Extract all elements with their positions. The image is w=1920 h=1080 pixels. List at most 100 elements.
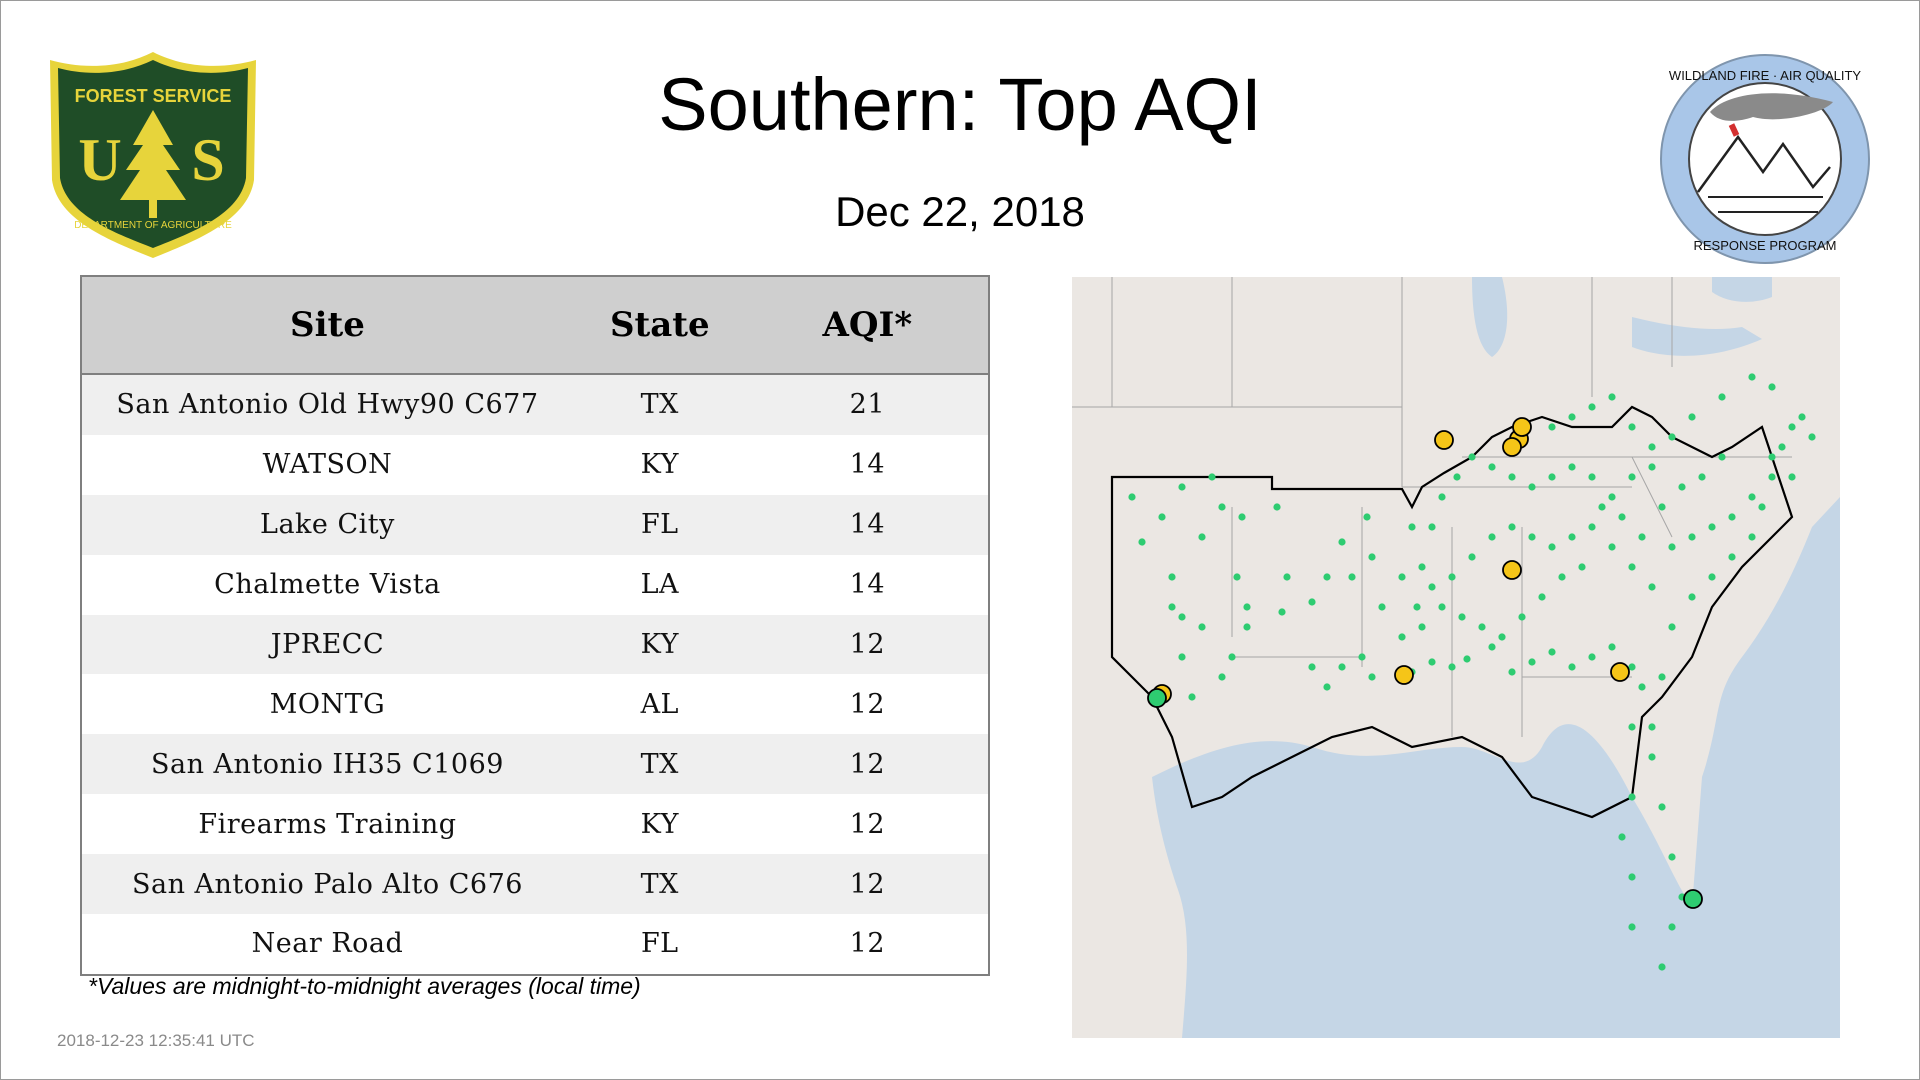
cell-aqi: 12 <box>746 854 989 915</box>
table-row: MONTG AL 12 <box>81 674 989 735</box>
cell-site: San Antonio Old Hwy90 C677 <box>81 374 573 435</box>
monitor-dot <box>1323 573 1331 581</box>
state-borders <box>1072 277 1792 737</box>
table-row: WATSON KY 14 <box>81 434 989 495</box>
monitor-dot <box>1608 393 1616 401</box>
monitor-dot <box>1413 603 1421 611</box>
monitor-dot <box>1378 603 1386 611</box>
svg-text:RESPONSE PROGRAM: RESPONSE PROGRAM <box>1693 238 1836 253</box>
monitor-dot <box>1678 483 1686 491</box>
monitor-dot <box>1508 668 1516 676</box>
monitor-dot <box>1588 523 1596 531</box>
cell-site: San Antonio IH35 C1069 <box>81 734 573 795</box>
table-row: Near Road FL 12 <box>81 914 989 975</box>
monitor-dot <box>1428 523 1436 531</box>
cell-state: KY <box>572 614 747 675</box>
monitor-dot <box>1468 453 1476 461</box>
monitor-dot <box>1628 663 1636 671</box>
monitor-dot <box>1718 393 1726 401</box>
monitor-dot <box>1498 633 1506 641</box>
monitor-dot <box>1348 573 1356 581</box>
monitor-dot <box>1218 673 1226 681</box>
monitor-dot <box>1768 473 1776 481</box>
monitor-dot <box>1198 623 1206 631</box>
cell-state: KY <box>572 794 747 855</box>
monitor-dot <box>1638 533 1646 541</box>
monitor-dot <box>1408 523 1416 531</box>
monitor-dot <box>1243 623 1251 631</box>
monitor-dot <box>1688 533 1696 541</box>
table-row: San Antonio Old Hwy90 C677 TX 21 <box>81 374 989 435</box>
monitor-dot <box>1278 608 1286 616</box>
monitor-dot <box>1628 473 1636 481</box>
monitor-dot <box>1628 423 1636 431</box>
svg-text:S: S <box>191 127 224 193</box>
monitor-dot <box>1708 573 1716 581</box>
header-site: Site <box>81 276 573 375</box>
monitor-dot <box>1308 663 1316 671</box>
monitor-dot <box>1778 443 1786 451</box>
monitor-dot <box>1518 613 1526 621</box>
monitor-dot <box>1478 623 1486 631</box>
cell-state: KY <box>572 434 747 495</box>
monitor-dot <box>1368 553 1376 561</box>
monitor-dot <box>1548 543 1556 551</box>
monitor-dot <box>1458 613 1466 621</box>
good-monitor-dot <box>1683 889 1703 909</box>
monitor-dot <box>1228 653 1236 661</box>
monitor-dot <box>1508 523 1516 531</box>
cell-site: Firearms Training <box>81 794 573 855</box>
monitor-dot <box>1128 493 1136 501</box>
monitor-dot <box>1758 503 1766 511</box>
table-row: Firearms Training KY 12 <box>81 794 989 855</box>
monitor-dot <box>1748 533 1756 541</box>
monitor-dot <box>1538 593 1546 601</box>
monitor-dot <box>1138 538 1146 546</box>
cell-aqi: 21 <box>746 374 989 435</box>
cell-state: LA <box>572 554 747 615</box>
monitor-dot <box>1528 483 1536 491</box>
monitor-dot <box>1768 453 1776 461</box>
monitor-dot <box>1178 653 1186 661</box>
monitor-dot <box>1418 623 1426 631</box>
map-water <box>1152 497 1840 1038</box>
monitor-dot <box>1648 753 1656 761</box>
monitor-dot <box>1748 373 1756 381</box>
monitor-dot <box>1608 543 1616 551</box>
page-date: Dec 22, 2018 <box>835 188 1085 235</box>
good-aqi-monitors <box>1128 373 1816 971</box>
monitor-dot <box>1398 573 1406 581</box>
monitor-dot <box>1628 923 1636 931</box>
monitor-dot <box>1283 573 1291 581</box>
cell-state: TX <box>572 374 747 435</box>
monitor-dot <box>1718 453 1726 461</box>
monitor-dot <box>1588 403 1596 411</box>
cell-site: San Antonio Palo Alto C676 <box>81 854 573 915</box>
svg-text:U: U <box>78 127 121 193</box>
moderate-aqi-monitors <box>1152 417 1630 704</box>
monitor-dot <box>1198 533 1206 541</box>
table-row: JPRECC KY 12 <box>81 614 989 675</box>
monitor-dot <box>1668 543 1676 551</box>
monitor-dot <box>1648 723 1656 731</box>
wildland-fire-air-quality-logo: WILDLAND FIRE · AIR QUALITY RESPONSE PRO… <box>1660 54 1870 264</box>
monitor-dot <box>1208 473 1216 481</box>
monitor-dot <box>1488 643 1496 651</box>
monitor-dot <box>1698 473 1706 481</box>
cell-state: FL <box>572 494 747 555</box>
monitor-dot <box>1363 513 1371 521</box>
cell-aqi: 12 <box>746 914 989 975</box>
monitor-dot <box>1568 533 1576 541</box>
monitor-dot <box>1788 473 1796 481</box>
cell-state: TX <box>572 734 747 795</box>
monitor-dot <box>1578 563 1586 571</box>
generated-timestamp: 2018-12-23 12:35:41 UTC <box>57 1031 255 1050</box>
svg-text:FOREST SERVICE: FOREST SERVICE <box>75 86 232 106</box>
header-state: State <box>572 276 747 375</box>
cell-aqi: 14 <box>746 494 989 555</box>
monitor-dot <box>1178 613 1186 621</box>
monitor-dot <box>1418 563 1426 571</box>
cell-state: FL <box>572 914 747 975</box>
moderate-monitor-dot <box>1512 417 1532 437</box>
cell-aqi: 12 <box>746 674 989 735</box>
